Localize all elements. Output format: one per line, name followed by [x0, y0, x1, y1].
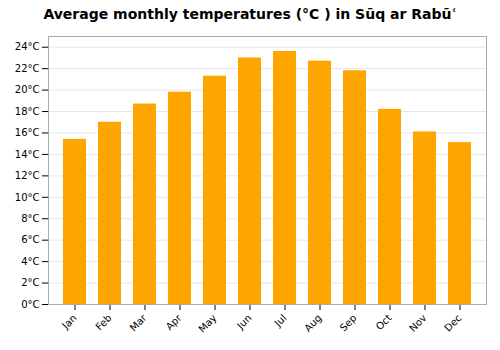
svg-text:Nov: Nov [407, 312, 429, 334]
svg-text:Feb: Feb [93, 312, 113, 332]
svg-text:May: May [196, 312, 218, 334]
svg-text:2°C: 2°C [21, 277, 39, 288]
svg-text:Jan: Jan [59, 312, 78, 331]
svg-text:Jun: Jun [234, 312, 254, 332]
svg-text:12°C: 12°C [15, 170, 40, 181]
svg-text:Mar: Mar [128, 312, 150, 334]
svg-text:Sep: Sep [338, 312, 359, 333]
svg-text:8°C: 8°C [21, 213, 39, 224]
svg-text:Jul: Jul [272, 312, 289, 329]
svg-text:16°C: 16°C [15, 127, 40, 138]
svg-text:0°C: 0°C [21, 299, 39, 310]
svg-text:6°C: 6°C [21, 234, 39, 245]
svg-text:Apr: Apr [164, 312, 185, 333]
svg-text:Oct: Oct [374, 312, 394, 332]
html-text:Average monthly temperatures (: Average monthly temperatures (°C ) in Sū… [43, 6, 457, 22]
svg-text:10°C: 10°C [15, 192, 40, 203]
svg-text:Aug: Aug [302, 312, 324, 334]
svg-text:22°C: 22°C [15, 63, 40, 74]
svg-text:Dec: Dec [442, 312, 463, 333]
svg-text:18°C: 18°C [15, 106, 40, 117]
svg-text:20°C: 20°C [15, 84, 40, 95]
svg-text:14°C: 14°C [15, 149, 40, 160]
svg-text:24°C: 24°C [15, 41, 40, 52]
svg-text:4°C: 4°C [21, 256, 39, 267]
